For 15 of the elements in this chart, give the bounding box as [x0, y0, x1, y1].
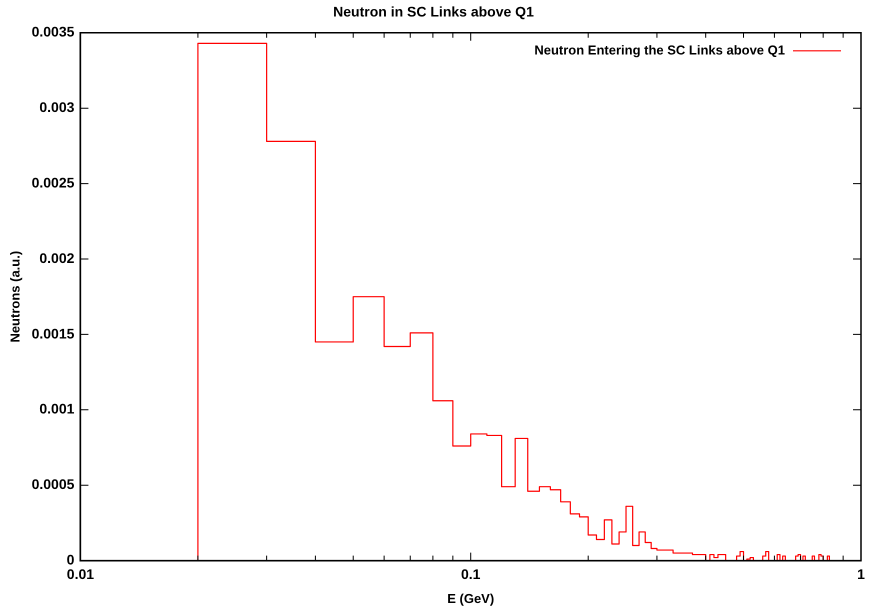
y-tick-label: 0.001 [39, 400, 75, 417]
legend-label: Neutron Entering the SC Links above Q1 [534, 42, 785, 58]
x-axis-title: E (GeV) [447, 590, 494, 606]
x-tick-label: 0.1 [460, 566, 481, 582]
y-tick-label: 0.0035 [32, 24, 75, 40]
y-tick-label: 0 [66, 551, 75, 568]
chart-title: Neutron in SC Links above Q1 [333, 3, 534, 20]
x-tick-label: 1 [857, 566, 866, 582]
y-axis-title: Neutrons (a.u.) [7, 250, 22, 343]
x-tick-label: 0.01 [66, 566, 94, 582]
y-tick-label: 0.002 [39, 250, 75, 266]
y-tick-label: 0.0005 [32, 476, 75, 492]
y-tick-label: 0.0015 [32, 325, 75, 342]
y-tick-label: 0.003 [39, 99, 75, 116]
y-tick-label: 0.0025 [32, 174, 75, 190]
